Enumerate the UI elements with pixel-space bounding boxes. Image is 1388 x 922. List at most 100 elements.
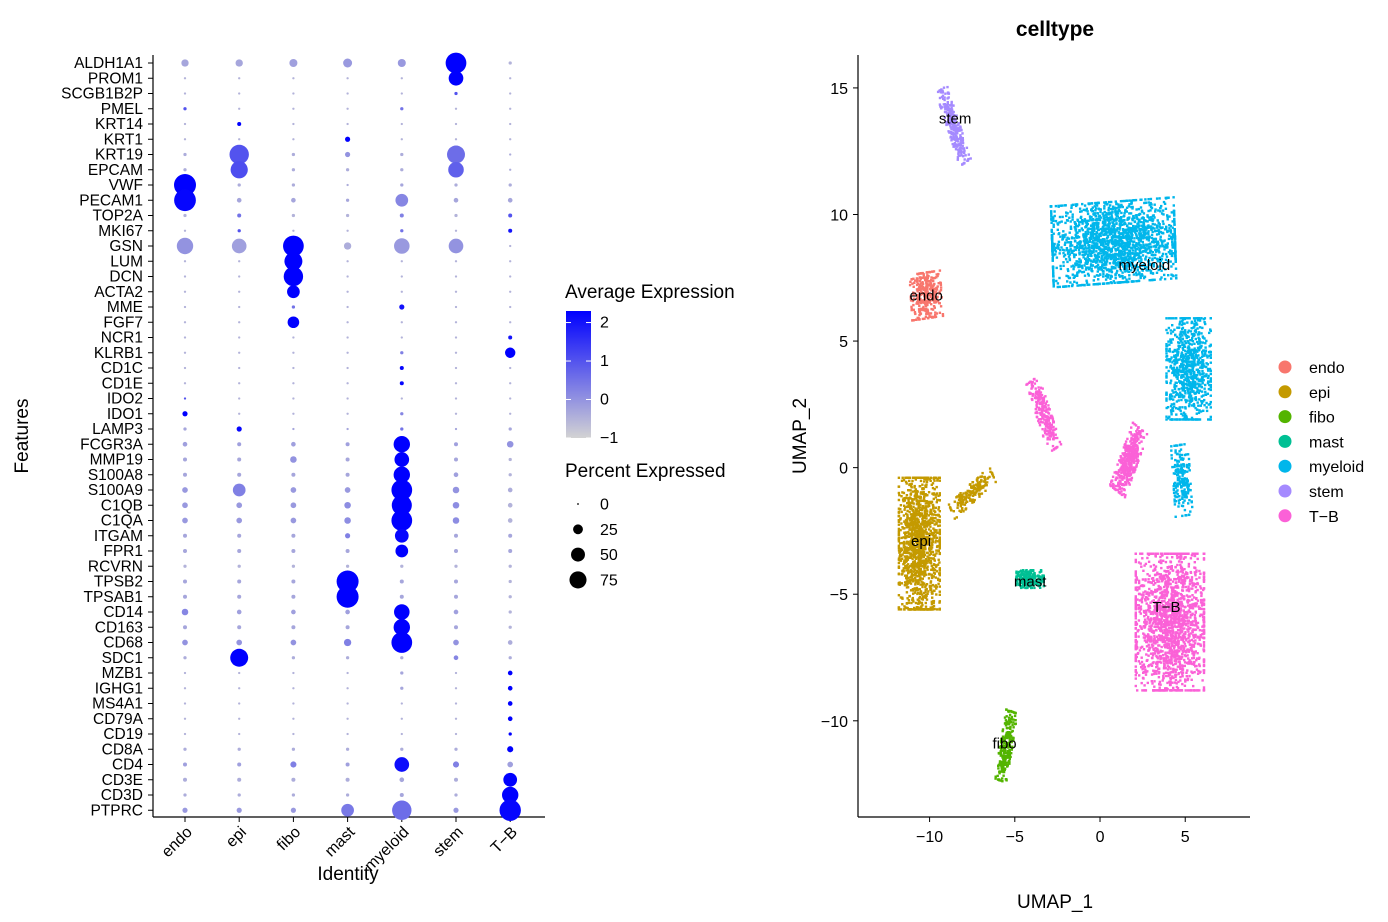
umap-point xyxy=(1153,203,1156,206)
umap-point xyxy=(1173,214,1176,217)
umap-point xyxy=(1153,256,1157,260)
umap-point xyxy=(1114,274,1117,277)
umap-point xyxy=(1189,369,1192,372)
umap-point xyxy=(1180,412,1183,415)
umap-point xyxy=(1186,399,1189,402)
umap-point xyxy=(1165,317,1168,320)
umap-point xyxy=(1140,273,1144,276)
umap-point xyxy=(1131,205,1134,209)
umap-point xyxy=(1190,388,1194,391)
umap-point xyxy=(916,582,920,586)
umap-point xyxy=(922,591,926,595)
umap-point xyxy=(925,566,929,570)
umap-point xyxy=(1094,215,1097,218)
umap-point xyxy=(1062,285,1066,288)
umap-point xyxy=(1123,249,1126,253)
umap-point xyxy=(1082,233,1085,237)
umap-point xyxy=(1156,265,1160,268)
umap-point xyxy=(1076,274,1079,277)
umap-point xyxy=(1067,255,1071,258)
umap-point xyxy=(1066,275,1070,278)
umap-point xyxy=(938,547,941,550)
umap-point xyxy=(1170,273,1173,276)
umap-point xyxy=(1165,225,1168,228)
umap-point xyxy=(1124,270,1127,273)
umap-point xyxy=(1120,216,1123,219)
umap-point xyxy=(953,119,956,122)
umap-point xyxy=(1152,239,1155,242)
umap-point xyxy=(1118,238,1122,241)
umap-point xyxy=(903,574,907,577)
umap-point xyxy=(1054,246,1058,250)
umap-point xyxy=(1125,224,1129,227)
umap-point xyxy=(897,534,901,537)
umap-point xyxy=(1201,341,1205,344)
umap-point xyxy=(909,299,913,302)
umap-point xyxy=(1116,263,1119,266)
umap-point xyxy=(925,587,928,591)
umap-point xyxy=(922,514,926,518)
size-legend-label: 75 xyxy=(600,572,618,589)
dot-MME-mast xyxy=(346,305,349,309)
umap-point xyxy=(925,561,928,565)
umap-point xyxy=(1093,205,1096,208)
umap-point xyxy=(1193,357,1196,360)
umap-point xyxy=(933,315,937,319)
dot-NCR1-stem xyxy=(454,336,458,339)
umap-point xyxy=(1171,233,1174,236)
umap-point xyxy=(1181,414,1185,417)
umap-point xyxy=(935,587,938,590)
umap-point xyxy=(1085,250,1088,253)
dot-IGHG1-stem xyxy=(454,687,458,690)
umap-point xyxy=(932,477,936,481)
umap-point xyxy=(1086,262,1089,265)
umap-point xyxy=(1143,275,1147,278)
umap-point xyxy=(1074,253,1077,256)
umap-point xyxy=(1198,348,1201,351)
umap-point xyxy=(917,308,921,311)
umap-point xyxy=(1186,321,1189,324)
umap-point xyxy=(954,130,957,134)
umap-point xyxy=(1123,259,1127,262)
umap-point xyxy=(1206,376,1210,380)
umap-point xyxy=(1099,273,1102,277)
umap-point xyxy=(897,538,901,541)
umap-point xyxy=(1193,323,1197,327)
umap-point xyxy=(1183,499,1186,502)
umap-point xyxy=(914,509,918,512)
umap-point xyxy=(1131,230,1134,233)
umap-point xyxy=(1172,491,1176,494)
dot-ITGAM-T−B xyxy=(508,533,513,538)
umap-point xyxy=(1173,348,1176,352)
umap-point xyxy=(910,542,913,545)
umap-point xyxy=(1168,343,1171,346)
dot-TOP2A-T−B xyxy=(508,213,513,218)
feature-label: LUM xyxy=(110,253,143,270)
umap-point xyxy=(1144,229,1147,232)
umap-point xyxy=(1171,220,1174,223)
umap-point xyxy=(1113,224,1116,227)
umap-point xyxy=(1107,282,1110,285)
umap-point xyxy=(923,296,927,300)
umap-point xyxy=(1059,267,1063,271)
umap-point xyxy=(1170,445,1173,448)
umap-point xyxy=(935,276,938,279)
umap-point xyxy=(934,517,937,520)
umap-point xyxy=(1198,398,1201,401)
umap-point xyxy=(1144,220,1148,223)
umap-point xyxy=(1143,231,1147,234)
umap-point xyxy=(1202,359,1205,362)
umap-point xyxy=(1146,215,1149,218)
feature-label: PECAM1 xyxy=(79,192,143,209)
dot-PECAM1-endo xyxy=(174,189,196,212)
umap-point xyxy=(1163,245,1166,248)
umap-points xyxy=(897,85,1212,783)
umap-point xyxy=(930,590,933,593)
dot-FPR1-myeloid xyxy=(395,544,409,558)
umap-point xyxy=(1117,231,1121,234)
umap-point xyxy=(1152,278,1155,282)
umap-point xyxy=(1087,258,1091,261)
umap-point xyxy=(916,545,919,549)
dot-MKI67-mast xyxy=(346,229,349,232)
size-legend-dot xyxy=(577,503,579,505)
